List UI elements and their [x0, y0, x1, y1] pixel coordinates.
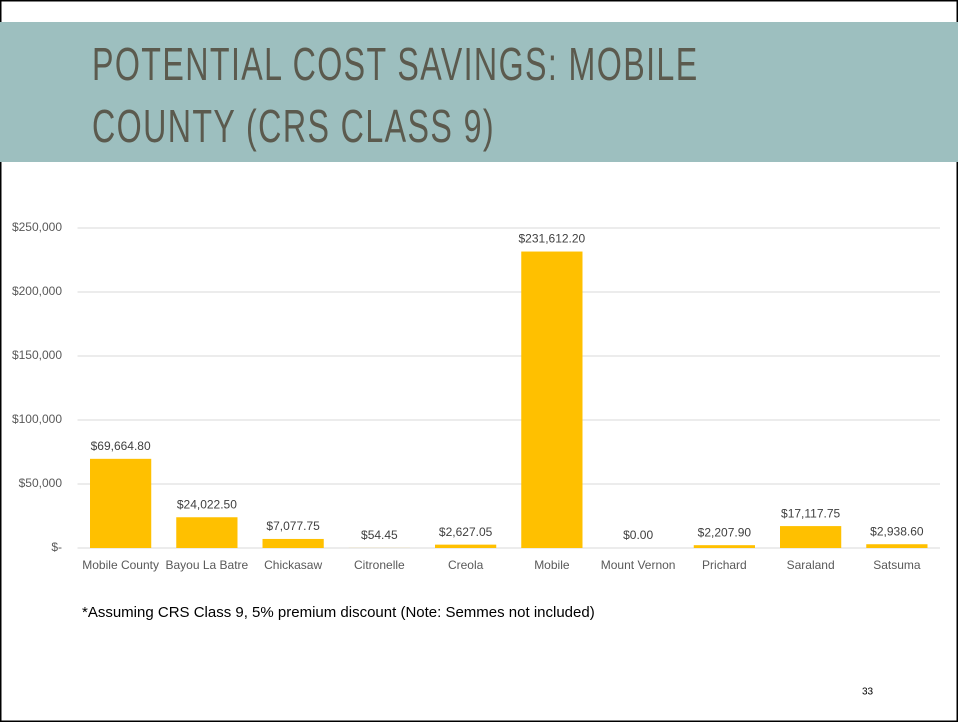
bar [780, 526, 842, 548]
y-tick-label: $250,000 [12, 220, 62, 234]
y-tick-label: $50,000 [19, 476, 63, 490]
bar [262, 538, 324, 548]
bar [435, 544, 497, 548]
x-tick-label: Chickasaw [264, 558, 322, 572]
x-tick-label: Citronelle [354, 558, 405, 572]
value-label: $7,077.75 [266, 519, 320, 533]
y-tick-label: $150,000 [12, 348, 62, 362]
bar [866, 544, 928, 548]
chart-title: POTENTIAL COST SAVINGS: MOBILE [92, 40, 699, 91]
value-label: $2,627.05 [439, 525, 493, 539]
x-tick-label: Bayou La Batre [166, 558, 249, 572]
x-tick-label: Mount Vernon [601, 558, 676, 572]
x-tick-label: Saraland [787, 558, 835, 572]
value-label: $24,022.50 [177, 497, 237, 511]
x-tick-label: Mobile [534, 558, 570, 572]
bar [176, 517, 238, 548]
value-label: $69,664.80 [91, 439, 151, 453]
x-tick-label: Mobile County [82, 558, 159, 572]
bar [693, 545, 755, 548]
chart-title: COUNTY (CRS CLASS 9) [92, 102, 495, 153]
value-label: $0.00 [623, 528, 653, 542]
value-label: $2,207.90 [698, 525, 752, 539]
value-label: $17,117.75 [781, 506, 840, 520]
y-tick-label: $200,000 [12, 284, 62, 298]
value-label: $2,938.60 [870, 524, 924, 538]
x-tick-label: Satsuma [873, 558, 921, 572]
page-number: 33 [862, 687, 874, 698]
footnote: *Assuming CRS Class 9, 5% premium discou… [82, 604, 595, 621]
x-tick-label: Prichard [702, 558, 747, 572]
header-band [0, 22, 958, 162]
y-tick-label: $- [51, 540, 62, 554]
value-label: $231,612.20 [519, 232, 586, 246]
bar [90, 458, 152, 548]
bar [521, 251, 583, 548]
y-tick-label: $100,000 [12, 412, 62, 426]
x-tick-label: Creola [448, 558, 484, 572]
value-label: $54.45 [361, 528, 398, 542]
